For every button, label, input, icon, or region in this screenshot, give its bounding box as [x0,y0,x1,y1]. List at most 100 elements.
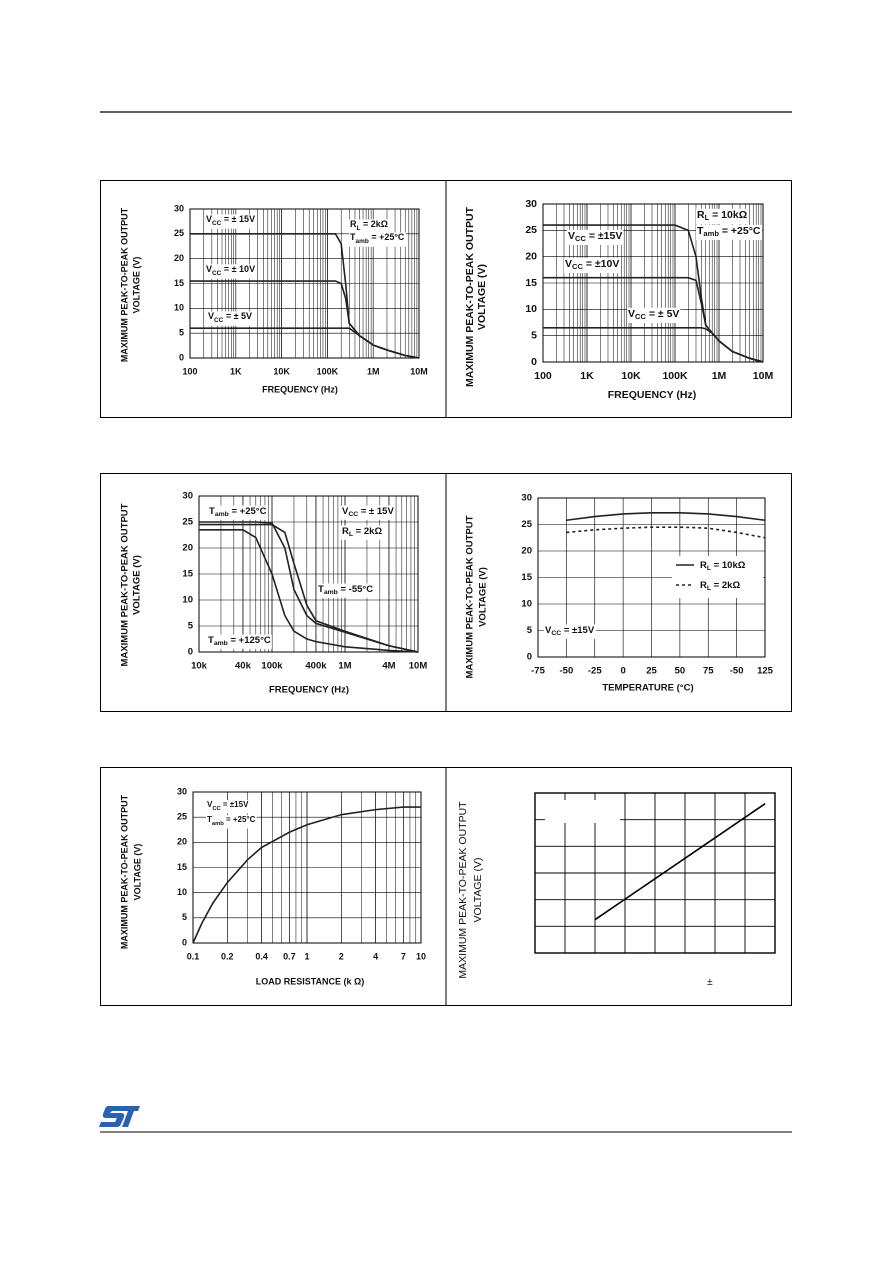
y-tick-label: 5 [527,625,533,636]
y-tick-label: 0 [527,652,532,663]
series-line [192,806,421,944]
plot-border [189,208,420,359]
series-line [199,521,419,653]
y-tick-label: 30 [174,203,184,213]
annotation-sub: CC [214,317,224,324]
x-tick-label: -50 [560,666,574,677]
x-tick-label: 4M [382,661,395,672]
y-tick-label: 30 [182,491,193,502]
annotation-tail: = ± 10V [221,264,255,274]
annotation-base: T [207,815,212,824]
annotation-base: R [697,209,705,221]
annotation-tail: = +25°C [719,225,761,237]
y-axis-label: MAXIMUM PEAK-TO-PEAK OUTPUT [465,515,476,678]
annotation: Tamb = +25°C [209,506,267,518]
annotation-base: R [350,219,357,229]
x-tick-label: 0.4 [255,951,268,961]
x-tick-label: 75 [703,666,714,677]
series-line [199,523,419,653]
y-tick-label: 15 [525,277,537,289]
annotation-sub: CC [348,511,358,518]
annotation-bg [205,214,257,229]
annotation-sub: amb [324,589,338,596]
annotation-sub: CC [212,806,220,812]
annotation-tail: = +25°C [369,232,405,242]
y-tick-label: 30 [525,198,537,210]
y-axis-label: VOLTAGE (V) [478,567,489,627]
annotation-sub: CC [572,262,583,271]
annotation-base: V [207,800,213,809]
annotation-sub: CC [575,234,586,243]
series-line [594,803,766,921]
x-tick-label: -75 [531,666,545,677]
annotation-bg [349,232,406,247]
annotation-bg [349,219,389,234]
x-tick-label: 1M [367,366,380,376]
x-tick-label: 100k [261,661,283,672]
annotation: ± [707,976,713,988]
annotation: Tamb = +25°C [350,232,405,244]
annotation-bg [627,307,681,323]
annotation-sub: amb [703,229,719,238]
y-axis-label: MAXIMUM PEAK-TO-PEAK OUTPUT [119,207,129,362]
series-line [190,327,420,359]
y-axis-label: VOLTAGE (V) [476,264,488,330]
series-line [566,512,766,522]
st-logo [99,1106,140,1127]
annotation-tail: = 2kΩ [360,219,387,229]
y-tick-label: 15 [521,572,532,583]
annotation: VCC = ±10V [565,258,619,271]
legend-label-sub: L [707,565,711,572]
y-tick-label: 0 [179,352,184,362]
y-tick-label: 5 [188,621,194,632]
y-axis-label: VOLTAGE (V) [472,858,484,923]
x-tick-label: 1K [580,370,594,382]
annotation-base: V [545,625,552,636]
x-tick-label: 0.7 [283,951,296,961]
plot-border [542,203,764,363]
chart: 0 5 10 15 20 25 30 10k 40k 100k 400k 1M 4M 10M MAXIMUM… [120,491,428,696]
x-tick-label: 125 [757,666,774,677]
annotation-tail: = 10kΩ [709,209,747,221]
annotation: VCC = ±15V [568,230,622,243]
y-tick-label: 20 [182,543,193,554]
annotation: VCC = ± 15V [206,214,255,226]
x-tick-label: 1K [230,366,242,376]
series-line [199,529,419,653]
x-tick-label: 50 [675,666,686,677]
annotation-base: V [565,258,572,270]
annotation: Tamb = +25°C [697,225,761,238]
legend-label: RL = 2kΩ [700,580,740,592]
annotation-tail: = +125°C [228,635,271,646]
annotation-tail: = ±10V [583,258,619,270]
x-tick-label: 100K [662,370,688,382]
annotation-sub: amb [212,821,224,827]
annotation-tail: = 2kΩ [353,526,382,537]
chart: 0 5 10 15 20 25 30 100 1K 10K 100K 1M 10M MAXIMUM PEA… [119,203,427,394]
y-axis-label: MAXIMUM PEAK-TO-PEAK OUTPUT [464,206,476,387]
annotation-base: T [318,584,324,595]
annotation-base: V [206,264,212,274]
y-axis-label: VOLTAGE (V) [132,555,143,615]
annotation-sub: L [705,213,710,222]
y-tick-label: 20 [177,837,187,847]
annotation-bg [205,264,257,279]
annotation-tail: = ±15V [221,800,249,809]
x-tick-label: 10K [273,366,290,376]
plot-border [537,497,766,658]
x-tick-label: 10K [621,370,641,382]
legend-bg [672,556,763,598]
y-tick-label: 30 [177,786,187,796]
y-tick-label: 25 [182,517,193,528]
x-tick-label: 2 [339,951,344,961]
y-tick-label: 25 [525,224,537,236]
annotation-base: T [209,506,215,517]
chart: 0 5 10 15 20 25 30 100 1K 10K 100K 1M 10M MAXIMUM PEA… [464,198,774,401]
y-tick-label: 10 [174,303,184,313]
annotation: Tamb = -55°C [318,584,373,596]
x-tick-label: 0.2 [221,951,234,961]
annotation-base: T [697,225,704,237]
x-tick-label: 10M [753,370,774,382]
y-axis-label: MAXIMUM PEAK-TO-PEAK OUTPUT [120,503,131,666]
